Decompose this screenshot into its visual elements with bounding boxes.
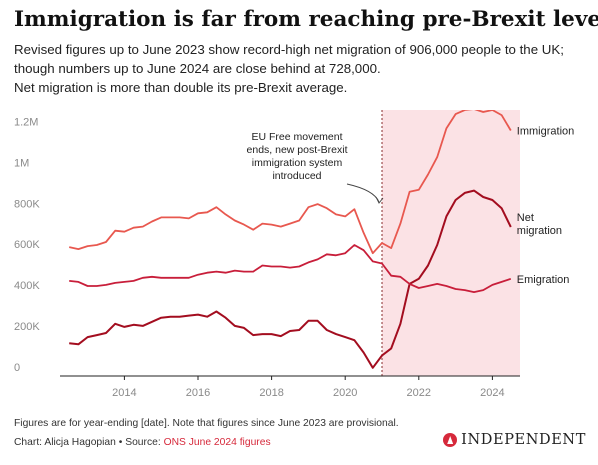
annotation-line: ends, new post-Brexit (247, 144, 348, 156)
post-brexit-shade (382, 110, 520, 376)
arrow-head-icon (375, 196, 384, 204)
series-line-emigration (69, 244, 512, 293)
subtitle-paragraph-1: Revised figures up to June 2023 show rec… (14, 42, 564, 76)
y-tick-label: 1M (14, 157, 29, 169)
annotation-arrow (346, 183, 380, 203)
x-tick-label: 2016 (186, 387, 210, 399)
y-tick-label: 600K (14, 239, 40, 251)
series-labels: Immigration Net migration Emigration (517, 125, 574, 285)
y-tick-label: 1.2M (14, 116, 38, 128)
series-label-net-migration: Net migration (517, 212, 562, 237)
annotation-line: immigration system (252, 157, 343, 169)
y-tick-label: 800K (14, 198, 40, 210)
annotation-line: introduced (272, 170, 321, 182)
annotation-line: EU Free movement (251, 131, 342, 143)
x-tick-label: 2018 (259, 387, 283, 399)
series-label-line: Net (517, 212, 534, 224)
series-label-immigration: Immigration (517, 125, 574, 137)
series-lines (69, 110, 512, 369)
series-label-line: migration (517, 225, 562, 237)
chart-subtitle: Revised figures up to June 2023 show rec… (14, 40, 590, 97)
source-link[interactable]: ONS June 2024 figures (163, 437, 271, 448)
footnote: Figures are for year-ending [date]. Note… (14, 418, 399, 429)
axes: 0 200K 400K 600K 800K 1M 1.2M 2014 2016 2018 2020 2… (14, 116, 520, 399)
y-tick-label: 0 (14, 362, 20, 374)
eagle-icon (443, 433, 458, 447)
x-tick-label: 2014 (112, 387, 136, 399)
series-line-net-migration (69, 189, 512, 369)
independent-logo[interactable]: INDEPENDENT (443, 432, 586, 448)
post-brexit-region (381, 110, 520, 376)
logo-text: INDEPENDENT (461, 432, 586, 448)
subtitle-paragraph-2: Net migration is more than double its pr… (14, 80, 348, 95)
series-line-immigration (69, 110, 512, 255)
annotation-text: EU Free movement ends, new post-Brexit imm… (247, 131, 348, 182)
chart-title: Immigration is far from reaching pre-Bre… (14, 7, 598, 32)
y-tick-label: 400K (14, 280, 40, 292)
credit-author: Chart: Alicja Hagopian • Source: (14, 437, 164, 448)
series-label-emigration: Emigration (517, 274, 570, 286)
chart-credit: Chart: Alicja Hagopian • Source: ONS Jun… (14, 437, 271, 448)
x-tick-label: 2020 (333, 387, 357, 399)
migration-line-chart: 0 200K 400K 600K 800K 1M 1.2M 2014 2016 2018 2020 2… (14, 110, 574, 399)
x-tick-label: 2024 (480, 387, 504, 399)
y-tick-label: 200K (14, 321, 40, 333)
brexit-annotation: EU Free movement ends, new post-Brexit imm… (247, 131, 384, 204)
x-tick-label: 2022 (407, 387, 431, 399)
